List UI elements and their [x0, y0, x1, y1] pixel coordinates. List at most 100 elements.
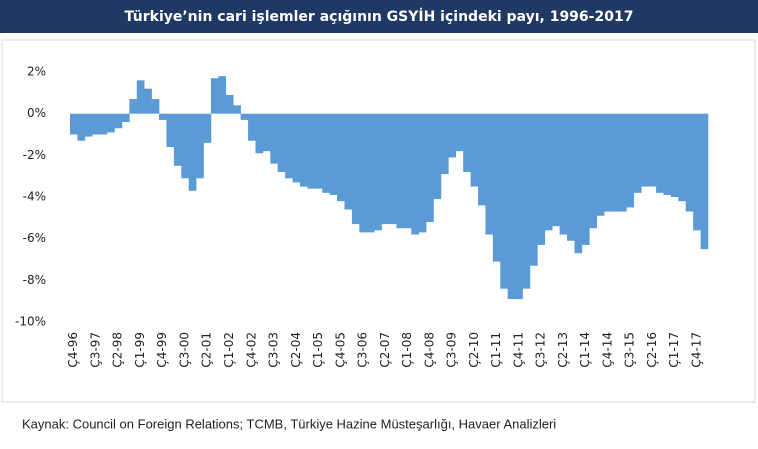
x-tick-label: Ç2-16: [645, 332, 659, 368]
x-tick-label: Ç2-98: [111, 332, 125, 368]
x-tick-label: Ç3-15: [623, 332, 637, 368]
bar: [277, 113, 286, 172]
bar: [322, 113, 330, 193]
bar: [678, 113, 687, 202]
bar: [314, 113, 323, 189]
bar: [656, 113, 664, 193]
bar: [455, 113, 464, 152]
bar: [381, 113, 390, 225]
x-tick-label: Ç2-10: [467, 332, 481, 368]
bar: [166, 113, 175, 147]
bar: [537, 113, 546, 245]
x-tick-label: Ç4-14: [600, 332, 614, 368]
x-tick-label: Ç1-14: [578, 332, 592, 368]
x-tick-label: Ç2-04: [289, 332, 303, 368]
chart-frame: [1, 39, 756, 403]
x-tick-label: Ç3-06: [356, 332, 370, 368]
bar: [292, 113, 301, 183]
bar: [641, 113, 649, 187]
bar: [574, 113, 583, 254]
x-tick-label: Ç1-02: [222, 332, 236, 368]
x-tick-label: Ç3-03: [267, 332, 281, 368]
bar: [92, 113, 100, 135]
bar: [351, 113, 360, 225]
bar: [99, 113, 108, 135]
bar: [107, 113, 115, 133]
bar: [492, 113, 501, 262]
bar: [262, 113, 271, 152]
bar: [478, 113, 486, 206]
bar: [114, 113, 123, 129]
x-tick-label: Ç1-99: [133, 332, 147, 368]
bar: [121, 113, 130, 122]
x-tick-label: Ç3-97: [88, 332, 102, 368]
bar: [374, 113, 382, 231]
x-tick-label: Ç1-05: [311, 332, 325, 368]
bar: [225, 94, 234, 114]
x-tick-label: Ç4-17: [689, 332, 703, 368]
bar: [173, 113, 182, 166]
bar: [500, 113, 508, 289]
y-tick-label: -6%: [23, 231, 46, 245]
bar: [299, 113, 308, 187]
bar: [693, 113, 701, 231]
bar: [648, 113, 657, 187]
x-tick-label: Ç3-12: [534, 332, 548, 368]
x-tick-label: Ç2-01: [200, 332, 214, 368]
bar: [188, 113, 197, 191]
x-tick-label: Ç1-11: [489, 332, 503, 368]
x-tick-label: Ç4-96: [66, 332, 80, 368]
x-tick-label: Ç4-05: [333, 332, 347, 368]
bar: [426, 113, 434, 222]
bar: [589, 113, 598, 229]
bar: [581, 113, 590, 245]
x-tick-label: Ç4-11: [511, 332, 525, 368]
bar: [440, 113, 449, 175]
bar: [411, 113, 419, 235]
bar: [522, 113, 531, 289]
bar: [240, 113, 249, 120]
chart-title: Türkiye’nin cari işlemler açığının GSYİH…: [125, 8, 634, 25]
bar: [448, 113, 457, 158]
bar: [255, 113, 264, 154]
bar: [151, 99, 160, 114]
y-tick-label: -2%: [23, 148, 46, 162]
bar: [529, 113, 538, 266]
bar: [567, 113, 575, 241]
bar: [544, 113, 553, 231]
bar: [663, 113, 672, 195]
bar: [203, 113, 212, 143]
bar: [366, 113, 375, 233]
y-tick-label: -4%: [23, 190, 46, 204]
bar: [559, 113, 568, 235]
bar: [329, 113, 338, 195]
x-tick-label: Ç4-99: [155, 332, 169, 368]
bar: [403, 113, 412, 229]
bar: [596, 113, 605, 216]
bar: [337, 113, 345, 202]
bar: [159, 113, 167, 120]
bar: [181, 113, 189, 179]
bar: [604, 113, 612, 212]
x-tick-label: Ç1-17: [667, 332, 681, 368]
bar: [389, 113, 397, 225]
bar: [70, 113, 78, 135]
bar: [396, 113, 405, 229]
x-tick-label: Ç4-08: [422, 332, 436, 368]
bar: [633, 113, 642, 193]
bar: [270, 113, 279, 164]
bar: [418, 113, 427, 233]
x-tick-label: Ç1-08: [400, 332, 414, 368]
x-tick-label: Ç2-13: [556, 332, 570, 368]
source: Kaynak: Council on Foreign Relations; TC…: [22, 416, 556, 431]
bar: [218, 76, 227, 114]
y-tick-label: -10%: [15, 315, 46, 329]
x-tick-label: Ç2-07: [378, 332, 392, 368]
bar: [670, 113, 679, 197]
y-tick-label: -8%: [23, 273, 46, 287]
x-tick-label: Ç4-02: [244, 332, 258, 368]
bar: [611, 113, 620, 212]
bar: [485, 113, 494, 235]
bar: [210, 78, 219, 114]
bar: [129, 99, 138, 114]
